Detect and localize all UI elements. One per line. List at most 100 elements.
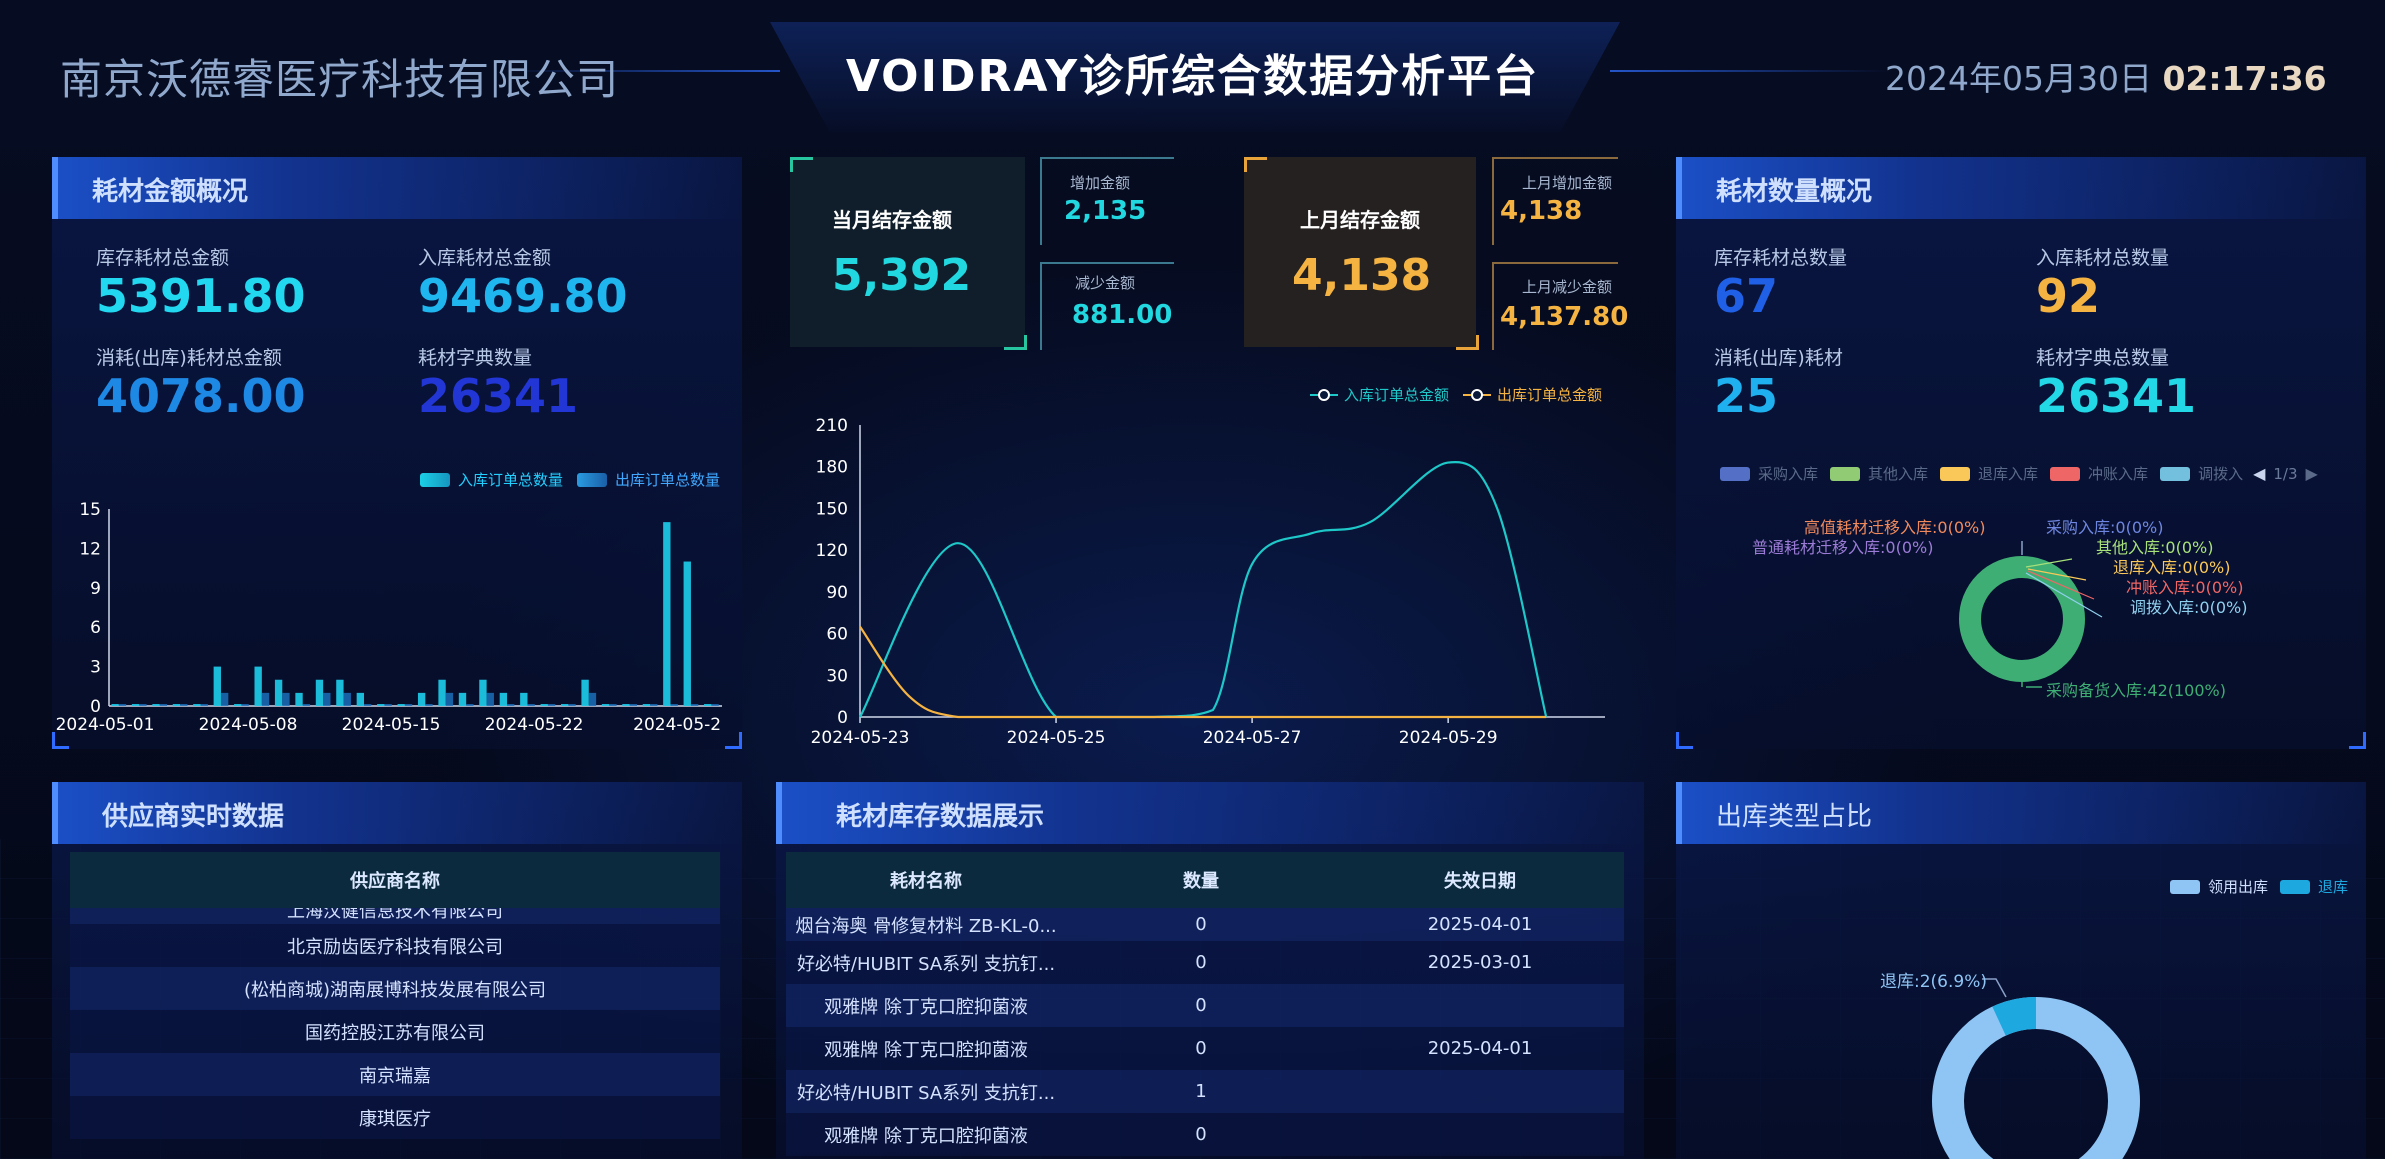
table-row[interactable]: 上海汉健信息技术有限公司 (70, 908, 720, 924)
table-row[interactable]: 北京励齿医疗科技有限公司 (70, 924, 720, 967)
outbound-type-panel: 出库类型占比 领用出库 退库 退库:2(6.9%) (1676, 782, 2366, 1159)
corner-deco (52, 732, 69, 749)
stat-label: 入库耗材总金额 (418, 247, 552, 269)
table-row[interactable]: 观雅牌 除丁克口腔抑菌液 0 (786, 1113, 1624, 1156)
bar-legend: 入库订单总数量 出库订单总数量 (420, 469, 720, 490)
stat-value: 25 (1714, 369, 1779, 423)
item-name: 好必特/HUBIT SA系列 支抗钉... (796, 953, 1056, 975)
bar (588, 692, 597, 706)
y-tick-label: 60 (826, 625, 848, 645)
stat-label: 库存耗材总金额 (96, 247, 230, 269)
legend-swatch (1830, 466, 1861, 481)
legend-swatch (1720, 466, 1750, 481)
bar (527, 704, 535, 706)
legend-label[interactable]: 退库入库 (1978, 465, 2039, 483)
bar (315, 679, 324, 706)
donut-connector (2025, 572, 2103, 618)
bar (622, 704, 630, 706)
table-row[interactable]: 康琪医疗 (70, 1096, 720, 1139)
panel-title: 供应商实时数据 (102, 802, 285, 832)
bar (404, 704, 413, 706)
legend-label[interactable]: 调拨入 (2198, 465, 2244, 483)
legend-next-icon[interactable]: ▶ (2305, 464, 2318, 483)
table-row[interactable]: 国药控股江苏有限公司 (70, 1010, 720, 1053)
panel-title: 耗材金额概况 (92, 177, 249, 207)
table-header: 供应商名称 (70, 852, 720, 908)
column-header[interactable]: 耗材名称 (890, 871, 962, 892)
kpi-bracket (790, 157, 813, 172)
y-tick-label: 3 (90, 658, 101, 678)
column-header[interactable]: 数量 (1183, 871, 1219, 892)
supplier-name: 南京瑞嘉 (359, 1065, 431, 1087)
outbound-donut (1932, 978, 2140, 1159)
inbound-donut (1959, 541, 2103, 688)
bar (520, 692, 528, 706)
legend-label[interactable]: 入库订单总数量 (458, 471, 564, 489)
stat-label: 库存耗材总数量 (1714, 247, 1848, 269)
company-name: 南京沃德睿医疗科技有限公司 (60, 55, 620, 104)
stat-label: 消耗(出库)耗材 (1714, 347, 1843, 369)
stat-value: 67 (1714, 269, 1779, 323)
table-row[interactable]: 好必特/HUBIT SA系列 支抗钉... 0 2025-03-01 (786, 941, 1624, 984)
bar (417, 692, 426, 706)
stat-value: 92 (2036, 269, 2101, 323)
donut-ring (1959, 556, 2085, 682)
legend-prev-icon[interactable]: ◀ (2253, 464, 2266, 483)
column-header[interactable]: 供应商名称 (350, 871, 440, 892)
kpi-title: 当月结存金额 (832, 208, 952, 232)
increase-label: 增加金额 (1070, 174, 1131, 192)
bar (663, 522, 671, 706)
bar (486, 692, 494, 706)
title-banner (770, 22, 1620, 132)
table-row[interactable]: 烟台海奥 骨修复材料 ZB-KL-0... 0 2025-04-01 (786, 908, 1624, 941)
donut-label: 采购备货入库:42(100%) (2046, 681, 2226, 700)
item-qty: 0 (1195, 1124, 1207, 1145)
x-tick-label: 2024-05-25 (1007, 728, 1106, 745)
item-qty: 0 (1195, 914, 1207, 935)
bar (139, 704, 147, 706)
stat-value: 9469.80 (418, 269, 628, 323)
y-tick-label: 90 (826, 583, 848, 603)
bar (438, 679, 446, 706)
legend-label[interactable]: 冲账入库 (2088, 465, 2149, 483)
bar (560, 704, 569, 706)
x-tick-label: 2024-05-22 (485, 715, 584, 735)
bar (343, 692, 351, 706)
legend-swatch (577, 472, 608, 487)
column-header[interactable]: 失效日期 (1444, 871, 1516, 892)
supplier-list[interactable]: 上海汉健信息技术有限公司 北京励齿医疗科技有限公司 (松柏商城)湖南展博科技发展… (70, 908, 720, 1159)
bar (397, 704, 405, 706)
table-row[interactable]: 南京瑞嘉 (70, 1053, 720, 1096)
stat-label: 耗材字典总数量 (2036, 347, 2170, 369)
bar (601, 704, 610, 706)
bar (568, 704, 576, 706)
bar (200, 704, 208, 706)
legend-label[interactable]: 其他入库 (1868, 465, 1929, 483)
bar (629, 704, 637, 706)
y-tick-label: 9 (90, 579, 101, 599)
table-row[interactable]: 观雅牌 除丁克口腔抑菌液 0 2025-04-01 (786, 1027, 1624, 1070)
y-tick-label: 0 (90, 697, 101, 717)
legend-label[interactable]: 出库订单总数量 (615, 471, 721, 489)
stat-label: 耗材字典数量 (418, 347, 533, 369)
legend-label[interactable]: 出库订单总金额 (1497, 386, 1603, 404)
legend-label[interactable]: 退库 (2318, 878, 2349, 896)
x-tick-label: 2024-05-27 (1203, 728, 1302, 745)
table-row[interactable]: (松柏商城)湖南展博科技发展有限公司 (70, 967, 720, 1010)
table-row[interactable]: 观雅牌 除丁克口腔抑菌液 0 (786, 984, 1624, 1027)
panel-header: 耗材数量概况 (1676, 157, 2366, 219)
bar (642, 704, 651, 706)
bar (499, 692, 508, 706)
donut-label: 普通耗材迁移入库:0(0%) (1752, 538, 1934, 557)
date-text: 2024年05月30日 (1885, 59, 2152, 98)
y-tick-label: 6 (90, 618, 101, 638)
supplier-name: 康琪医疗 (359, 1108, 431, 1130)
legend-label[interactable]: 领用出库 (2208, 878, 2269, 896)
legend-label[interactable]: 入库订单总金额 (1344, 386, 1450, 404)
table-row[interactable]: 好必特/HUBIT SA系列 支抗钉... 1 (786, 1070, 1624, 1113)
legend-label[interactable]: 采购入库 (1758, 465, 1819, 483)
outbound-legend: 领用出库 退库 (2170, 876, 2348, 897)
item-qty: 0 (1195, 1038, 1207, 1059)
